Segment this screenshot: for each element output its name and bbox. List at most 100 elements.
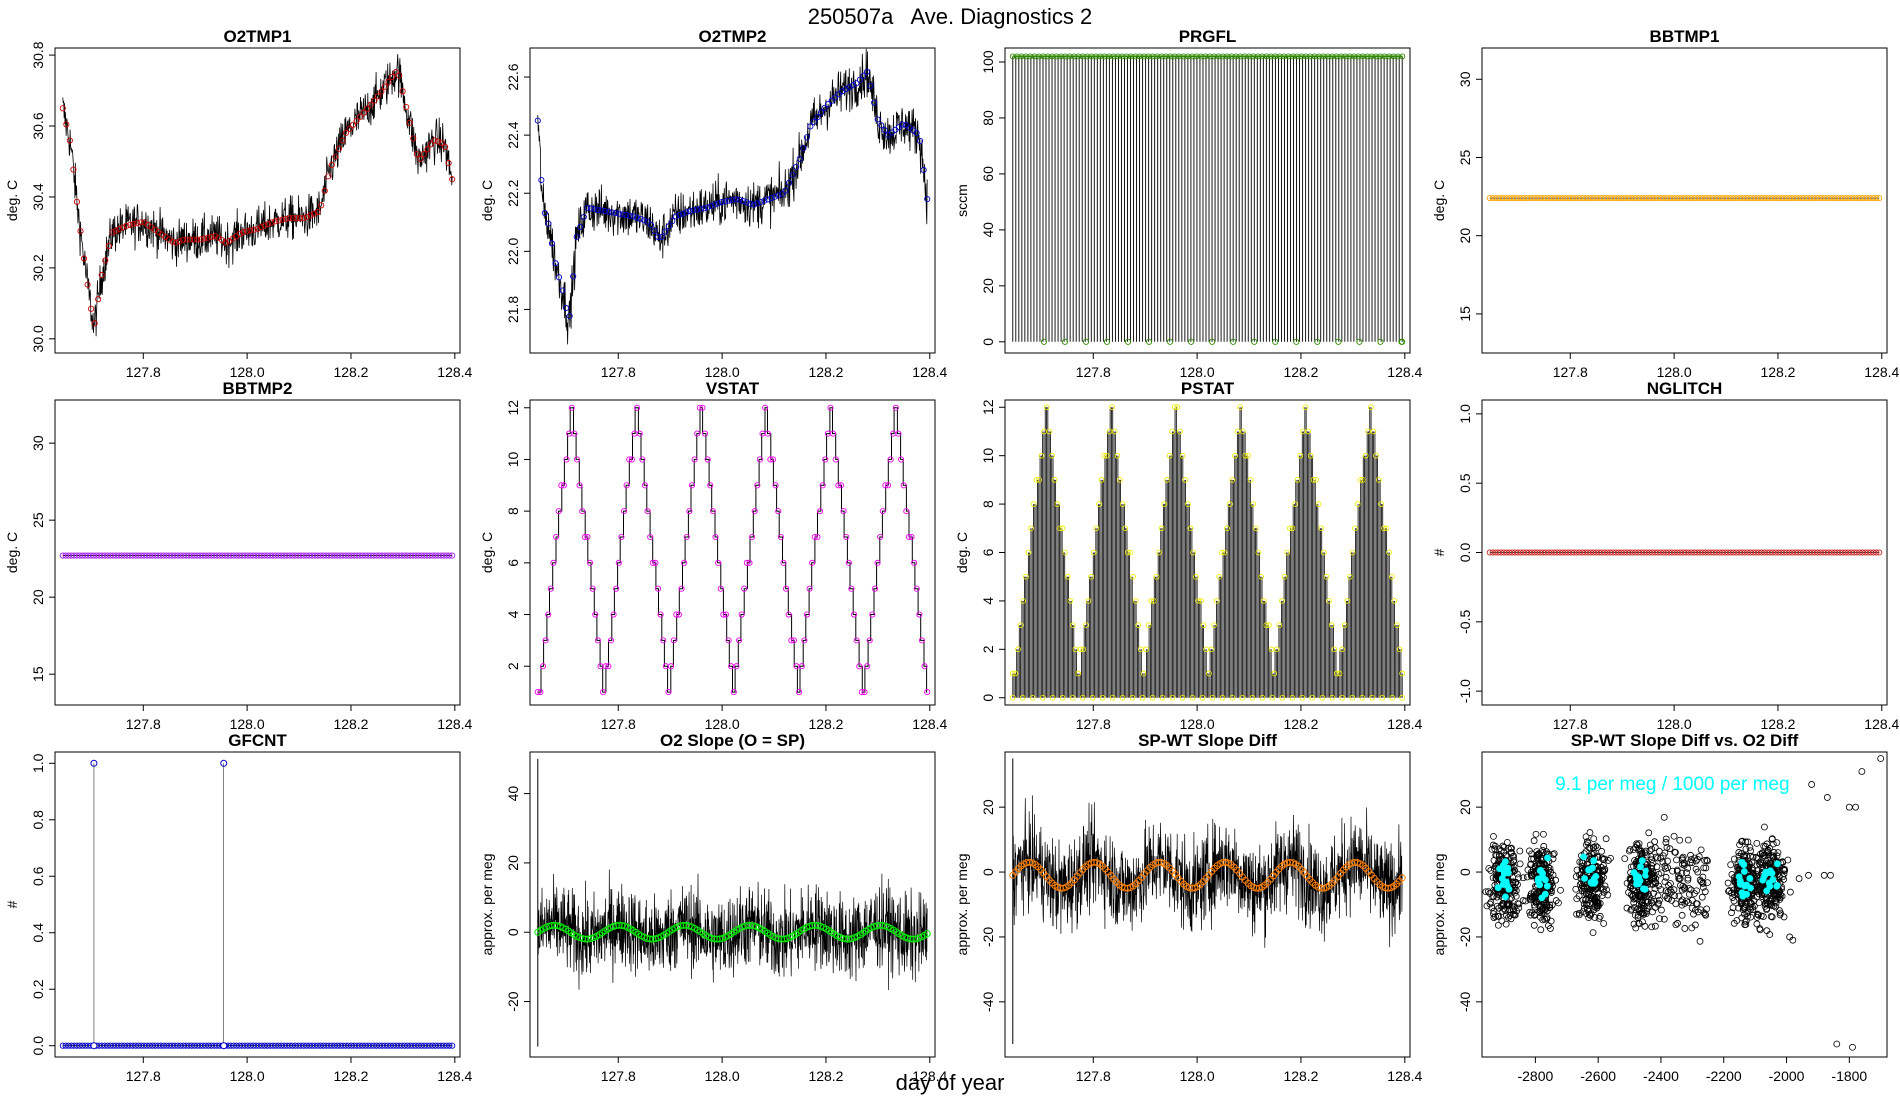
data-point [1590,850,1598,857]
data-point [913,585,920,592]
data-point [1586,829,1594,836]
data-point [559,287,566,294]
highlight-point [1630,869,1638,876]
data-point [1776,911,1784,919]
data-point [1339,694,1346,701]
data-point [921,663,928,670]
data-point [353,117,360,124]
data-point [839,88,846,95]
data-point [1179,694,1186,701]
data-point [1237,53,1244,60]
data-point [1119,53,1126,60]
data-point [1162,53,1169,60]
data-point [1355,53,1362,60]
data-point [1694,908,1702,916]
data-point [1849,1043,1856,1051]
data-point [1294,477,1301,483]
data-point [1145,53,1152,60]
data-point [388,73,396,81]
data-point [837,482,845,489]
data-point [775,192,782,199]
data-point [1746,844,1754,851]
data-point [1876,549,1883,556]
data-point [1349,694,1356,701]
data-point [360,109,367,116]
data-point [243,228,250,235]
data-point [1590,835,1598,843]
data-point [1195,598,1202,604]
x-tick-label: -2400 [1643,1068,1679,1084]
data-point [1242,452,1249,459]
data-point [1583,899,1591,907]
data-point [1703,856,1711,864]
data-point [1289,525,1296,532]
data-point [1641,922,1649,930]
data-point [1017,622,1024,628]
data-point [1110,53,1117,60]
data-point [1031,53,1038,60]
data-point [882,482,889,489]
y-axis-label: approx. per meg [1431,854,1447,956]
data-point [1061,338,1069,345]
data-point [1531,903,1539,911]
data-point [539,663,547,670]
data-point [1062,549,1068,556]
x-tick-label: 128.2 [1760,716,1795,732]
data-point [828,97,835,104]
data-point [1249,694,1256,701]
x-tick-label: 127.8 [1076,716,1111,732]
data-point [874,559,881,566]
data-point [1394,53,1401,60]
data-point [845,559,852,566]
data-point [1023,573,1029,580]
data-point [1492,871,1500,879]
data-point [424,146,431,153]
data-point [1159,694,1166,701]
data-point [399,88,406,95]
data-point [1200,622,1207,628]
data-point [1858,768,1866,775]
data-point [1747,899,1755,907]
data-point [1104,452,1110,459]
data-point [1180,53,1187,60]
data-point [1643,905,1651,912]
data-point [1697,846,1705,854]
data-point [91,320,98,327]
data-point [1691,921,1699,929]
data-point [750,201,757,208]
data-point [332,153,339,160]
highlight-point [1586,866,1594,874]
data-point [1143,646,1149,653]
data-point [1222,858,1230,866]
y-axis-label: approx. per meg [479,854,495,956]
highlight-point [1774,860,1781,868]
data-point [534,117,541,124]
data-point [1171,53,1178,60]
data-point [1524,866,1532,874]
data-point [1132,53,1139,60]
data-point [1774,849,1782,857]
data-point [1484,888,1492,896]
y-tick-label: 1.0 [30,753,46,773]
chart-vstat: VSTAT deg. C 2 4 6 8 10 12 127.8 128.0 128.2 128.4 [479,379,948,732]
data-point [785,611,792,618]
data-point [1535,850,1543,857]
data-point [1499,842,1507,850]
data-point [1591,903,1598,911]
y-tick-label: 8 [505,507,521,515]
data-point [1535,887,1543,895]
data-point [335,145,342,152]
chart-o2tmp1: O2TMP1 deg. C 30.0 30.2 30.4 30.6 30.8 127.8 128… [4,27,473,380]
data-point [1678,898,1685,906]
chart-bbtmp2: BBTMP2 deg. C 15 20 25 30 127.8 128.0 128.2 128.4 [4,379,473,732]
y-tick-label: 15 [30,666,46,682]
data-point [863,68,871,75]
data-point [413,151,420,158]
data-point [573,233,580,240]
data-point [137,219,144,226]
data-point [1773,839,1781,847]
data-point [566,312,573,320]
y-tick-label: 6 [980,548,996,556]
data-point [1607,854,1614,862]
data-point [1727,861,1735,869]
